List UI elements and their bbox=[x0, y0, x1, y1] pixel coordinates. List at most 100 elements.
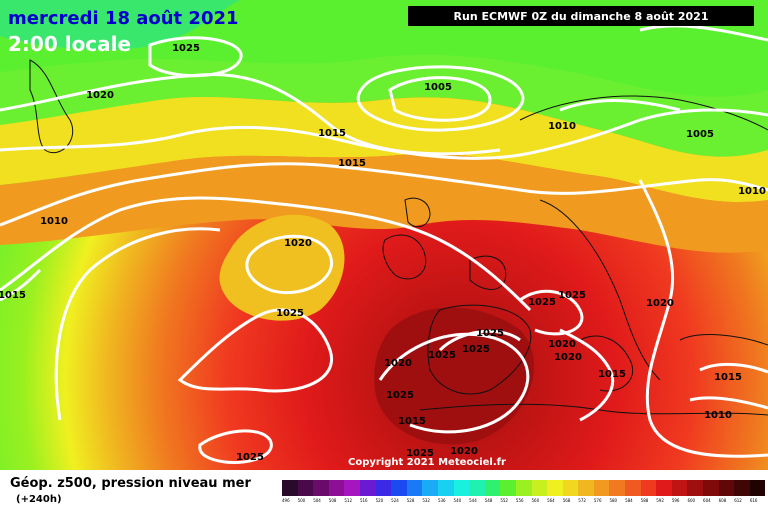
isobar-label: 1020 bbox=[646, 298, 674, 309]
map-parameter-title: Géop. z500, pression niveau mer bbox=[10, 476, 251, 491]
legend-swatch: 516 bbox=[359, 480, 376, 503]
isobar-label: 1025 bbox=[528, 297, 556, 308]
isobar-label: 1025 bbox=[386, 390, 414, 401]
orange-band bbox=[0, 154, 768, 253]
isobar-label: 1025 bbox=[172, 43, 200, 54]
legend-swatch: 584 bbox=[625, 480, 641, 503]
legend-swatch: 548 bbox=[484, 480, 501, 503]
legend-label: 580 bbox=[609, 498, 618, 503]
legend-label: 512 bbox=[344, 498, 353, 503]
legend-swatch: 560 bbox=[531, 480, 548, 503]
legend-label: 544 bbox=[469, 498, 477, 503]
legend-label: 588 bbox=[640, 498, 649, 503]
isobar-label: 1025 bbox=[558, 290, 586, 301]
isobar-label: 1025 bbox=[476, 328, 504, 339]
isobar-label: 1020 bbox=[384, 358, 412, 369]
legend-swatch: 596 bbox=[671, 480, 688, 503]
legend-swatch: 536 bbox=[437, 480, 454, 503]
copyright: Copyright 2021 Meteociel.fr bbox=[348, 457, 506, 468]
legend-label: 556 bbox=[515, 498, 524, 503]
legend-label: 596 bbox=[671, 498, 680, 503]
legend-label: 516 bbox=[359, 498, 368, 503]
legend-swatch: 604 bbox=[703, 480, 719, 503]
isobar-label: 1020 bbox=[548, 339, 576, 350]
legend-footer: Géop. z500, pression niveau mer (+240h) … bbox=[0, 470, 768, 512]
hot-core-iberia bbox=[374, 307, 535, 445]
legend-swatch: 556 bbox=[515, 480, 532, 503]
blue-low-edge bbox=[0, 0, 240, 50]
isobar-label: 1015 bbox=[398, 416, 426, 427]
isobars bbox=[0, 24, 768, 465]
isobar-label: 1010 bbox=[704, 410, 732, 421]
legend-swatch: 572 bbox=[578, 480, 594, 503]
isobar-label: 1015 bbox=[0, 290, 26, 301]
legend-label: 500 bbox=[297, 498, 306, 503]
legend-label: 600 bbox=[687, 498, 696, 503]
color-scale-legend: 496 500 504 508 512 516 520 524 528 532 536 540 544 5… bbox=[282, 480, 766, 503]
legend-label: 568 bbox=[562, 498, 571, 503]
legend-swatch: 564 bbox=[547, 480, 563, 503]
legend-label: 584 bbox=[625, 498, 633, 503]
legend-label: 552 bbox=[500, 498, 508, 503]
isobar-label: 1025 bbox=[236, 452, 264, 463]
isobar-label: 1025 bbox=[276, 308, 304, 319]
legend-label: 532 bbox=[422, 498, 430, 503]
legend-label: 572 bbox=[578, 498, 586, 503]
legend-swatch: 552 bbox=[500, 480, 516, 503]
isobar-label: 1015 bbox=[714, 372, 742, 383]
isobar-label: 1020 bbox=[284, 238, 312, 249]
legend-label: 616 bbox=[749, 498, 758, 503]
legend-swatch: 504 bbox=[313, 480, 329, 503]
isobar-label: 1025 bbox=[406, 448, 434, 459]
isobar-labels: 1025 1020 1005 1015 1015 1010 1005 1010 … bbox=[0, 43, 766, 463]
isobar-label: 1010 bbox=[738, 186, 766, 197]
legend-label: 536 bbox=[437, 498, 446, 503]
isobar-label: 1025 bbox=[462, 344, 490, 355]
legend-label: 508 bbox=[328, 498, 337, 503]
legend-swatch: 540 bbox=[453, 480, 470, 503]
legend-label: 612 bbox=[734, 498, 742, 503]
legend-swatch: 496 bbox=[282, 480, 298, 503]
legend-swatch: 508 bbox=[328, 480, 345, 503]
isobar-label: 1020 bbox=[86, 90, 114, 101]
legend-swatch: 612 bbox=[734, 480, 750, 503]
legend-swatch: 520 bbox=[375, 480, 392, 503]
isobar-label: 1005 bbox=[686, 129, 714, 140]
legend-label: 604 bbox=[703, 498, 711, 503]
isobar-label: 1010 bbox=[40, 216, 68, 227]
legend-label: 496 bbox=[282, 498, 290, 503]
legend-swatch: 600 bbox=[687, 480, 704, 503]
isobar-label: 1015 bbox=[598, 369, 626, 380]
forecast-date: mercredi 18 août 2021 bbox=[8, 8, 239, 29]
legend-label: 528 bbox=[406, 498, 415, 503]
legend-swatch: 568 bbox=[562, 480, 579, 503]
legend-label: 524 bbox=[391, 498, 399, 503]
legend-swatch: 512 bbox=[344, 480, 360, 503]
forecast-step: (+240h) bbox=[16, 494, 62, 505]
isobar-label: 1005 bbox=[424, 82, 452, 93]
isobar-label: 1025 bbox=[428, 350, 456, 361]
legend-swatch: 616 bbox=[749, 480, 766, 503]
legend-swatch: 532 bbox=[422, 480, 438, 503]
legend-label: 560 bbox=[531, 498, 540, 503]
legend-label: 576 bbox=[593, 498, 602, 503]
model-run-banner: Run ECMWF 0Z du dimanche 8 août 2021 bbox=[408, 6, 754, 26]
legend-swatch: 544 bbox=[469, 480, 485, 503]
legend-label: 592 bbox=[656, 498, 664, 503]
model-run-text: Run ECMWF 0Z du dimanche 8 août 2021 bbox=[453, 9, 709, 23]
isobar-label: 1015 bbox=[318, 128, 346, 139]
isobar-label: 1010 bbox=[548, 121, 576, 132]
legend-label: 564 bbox=[547, 498, 555, 503]
isobar-label: 1020 bbox=[450, 446, 478, 457]
legend-label: 540 bbox=[453, 498, 462, 503]
legend-swatch: 580 bbox=[609, 480, 626, 503]
legend-swatch: 608 bbox=[718, 480, 735, 503]
legend-label: 608 bbox=[718, 498, 727, 503]
legend-label: 504 bbox=[313, 498, 321, 503]
legend-label: 520 bbox=[375, 498, 384, 503]
legend-swatch: 588 bbox=[640, 480, 657, 503]
legend-swatch: 500 bbox=[297, 480, 314, 503]
isobar-label: 1015 bbox=[338, 158, 366, 169]
forecast-time: 2:00 locale bbox=[8, 32, 132, 56]
